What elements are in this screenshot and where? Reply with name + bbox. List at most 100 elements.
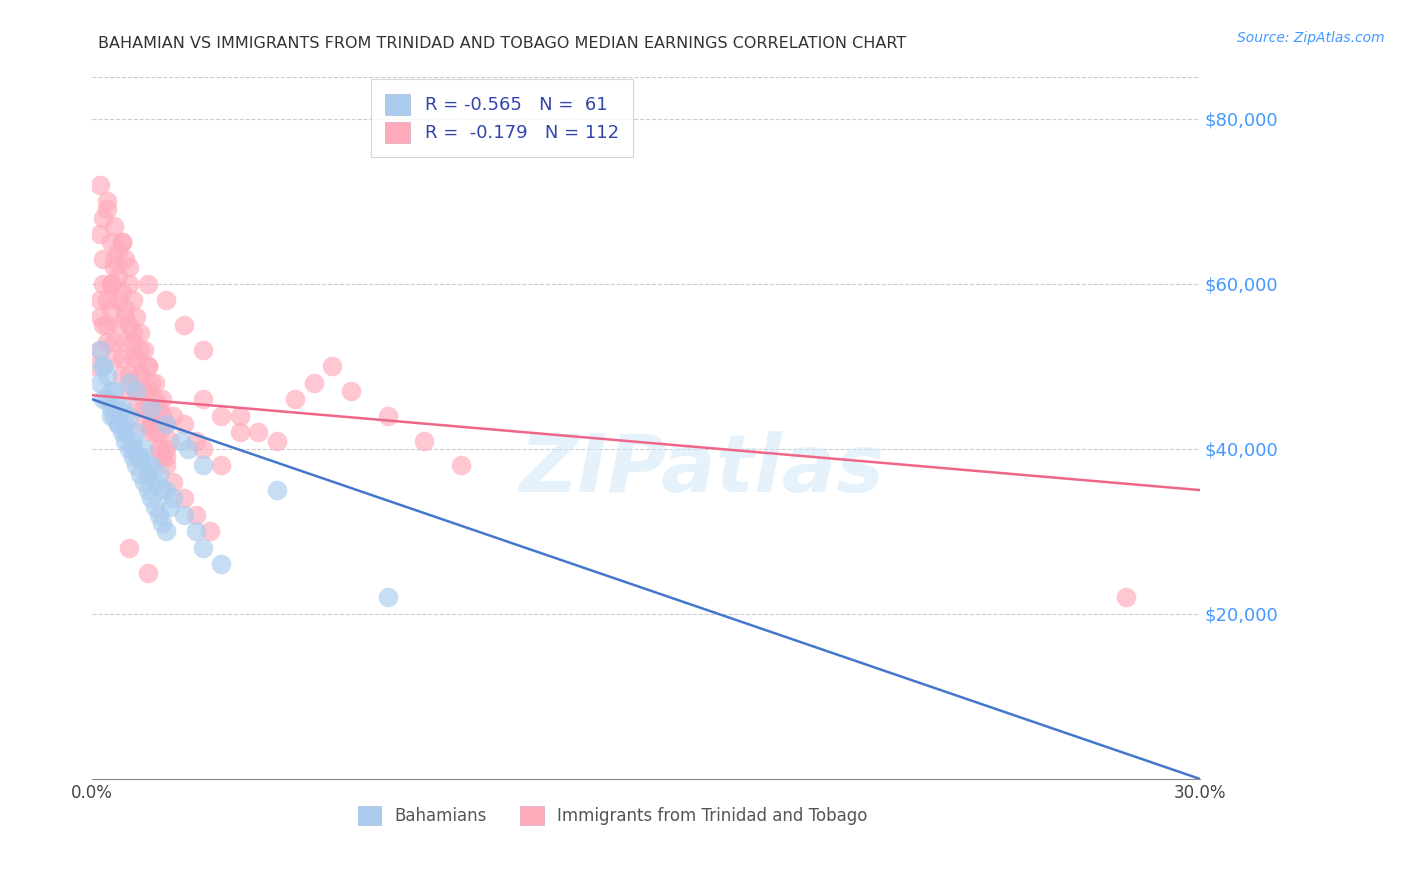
Point <box>114 425 136 440</box>
Point <box>121 334 143 349</box>
Point <box>173 491 195 506</box>
Point <box>107 417 129 431</box>
Point <box>141 376 163 390</box>
Point <box>100 401 122 415</box>
Point <box>100 277 122 291</box>
Point <box>103 384 125 398</box>
Point <box>155 417 177 431</box>
Point <box>129 343 152 357</box>
Point <box>125 310 148 324</box>
Point <box>89 227 111 242</box>
Point <box>141 458 163 473</box>
Point <box>129 326 152 341</box>
Point <box>191 343 214 357</box>
Point <box>136 467 159 481</box>
Point <box>200 524 222 539</box>
Point <box>191 541 214 555</box>
Point <box>339 384 361 398</box>
Point <box>143 401 166 415</box>
Point <box>155 293 177 308</box>
Point <box>91 277 114 291</box>
Point <box>143 392 166 407</box>
Point <box>150 409 173 423</box>
Point <box>184 524 207 539</box>
Point <box>377 409 399 423</box>
Point <box>143 475 166 489</box>
Point <box>184 434 207 448</box>
Point <box>155 458 177 473</box>
Point <box>450 458 472 473</box>
Point <box>121 293 143 308</box>
Point <box>89 310 111 324</box>
Point <box>132 475 155 489</box>
Point <box>141 417 163 431</box>
Point <box>266 483 288 497</box>
Point <box>150 392 173 407</box>
Point <box>100 277 122 291</box>
Point <box>107 293 129 308</box>
Point <box>125 458 148 473</box>
Point <box>103 260 125 275</box>
Point <box>91 359 114 374</box>
Point <box>103 219 125 233</box>
Point <box>111 235 134 250</box>
Point <box>114 301 136 316</box>
Point <box>155 450 177 464</box>
Point <box>111 235 134 250</box>
Point <box>129 450 152 464</box>
Point <box>118 384 141 398</box>
Point <box>136 566 159 580</box>
Point <box>155 524 177 539</box>
Point <box>125 384 148 398</box>
Point <box>114 334 136 349</box>
Point <box>377 591 399 605</box>
Point <box>100 235 122 250</box>
Point <box>132 384 155 398</box>
Point <box>111 368 134 382</box>
Point <box>100 384 122 398</box>
Point <box>170 434 193 448</box>
Point <box>136 359 159 374</box>
Point <box>148 442 170 456</box>
Point <box>118 277 141 291</box>
Point <box>136 483 159 497</box>
Point <box>148 401 170 415</box>
Point <box>121 326 143 341</box>
Point <box>132 343 155 357</box>
Point <box>132 417 155 431</box>
Point <box>155 442 177 456</box>
Point <box>118 541 141 555</box>
Point <box>96 194 118 209</box>
Point <box>103 409 125 423</box>
Point <box>266 434 288 448</box>
Point <box>247 425 270 440</box>
Point <box>143 500 166 514</box>
Point <box>136 359 159 374</box>
Point <box>91 359 114 374</box>
Point <box>148 508 170 522</box>
Point <box>148 467 170 481</box>
Point <box>89 343 111 357</box>
Point <box>150 483 173 497</box>
Point <box>103 252 125 266</box>
Point <box>114 252 136 266</box>
Point <box>162 475 184 489</box>
Point <box>159 500 181 514</box>
Point <box>107 318 129 332</box>
Point <box>118 409 141 423</box>
Point <box>162 409 184 423</box>
Point <box>125 401 148 415</box>
Point <box>121 434 143 448</box>
Point <box>229 409 252 423</box>
Point <box>96 368 118 382</box>
Point <box>118 260 141 275</box>
Point <box>150 450 173 464</box>
Point <box>91 318 114 332</box>
Point <box>96 293 118 308</box>
Point <box>209 409 232 423</box>
Point <box>118 442 141 456</box>
Point <box>1115 591 1137 605</box>
Point <box>143 376 166 390</box>
Point <box>111 425 134 440</box>
Point <box>91 211 114 225</box>
